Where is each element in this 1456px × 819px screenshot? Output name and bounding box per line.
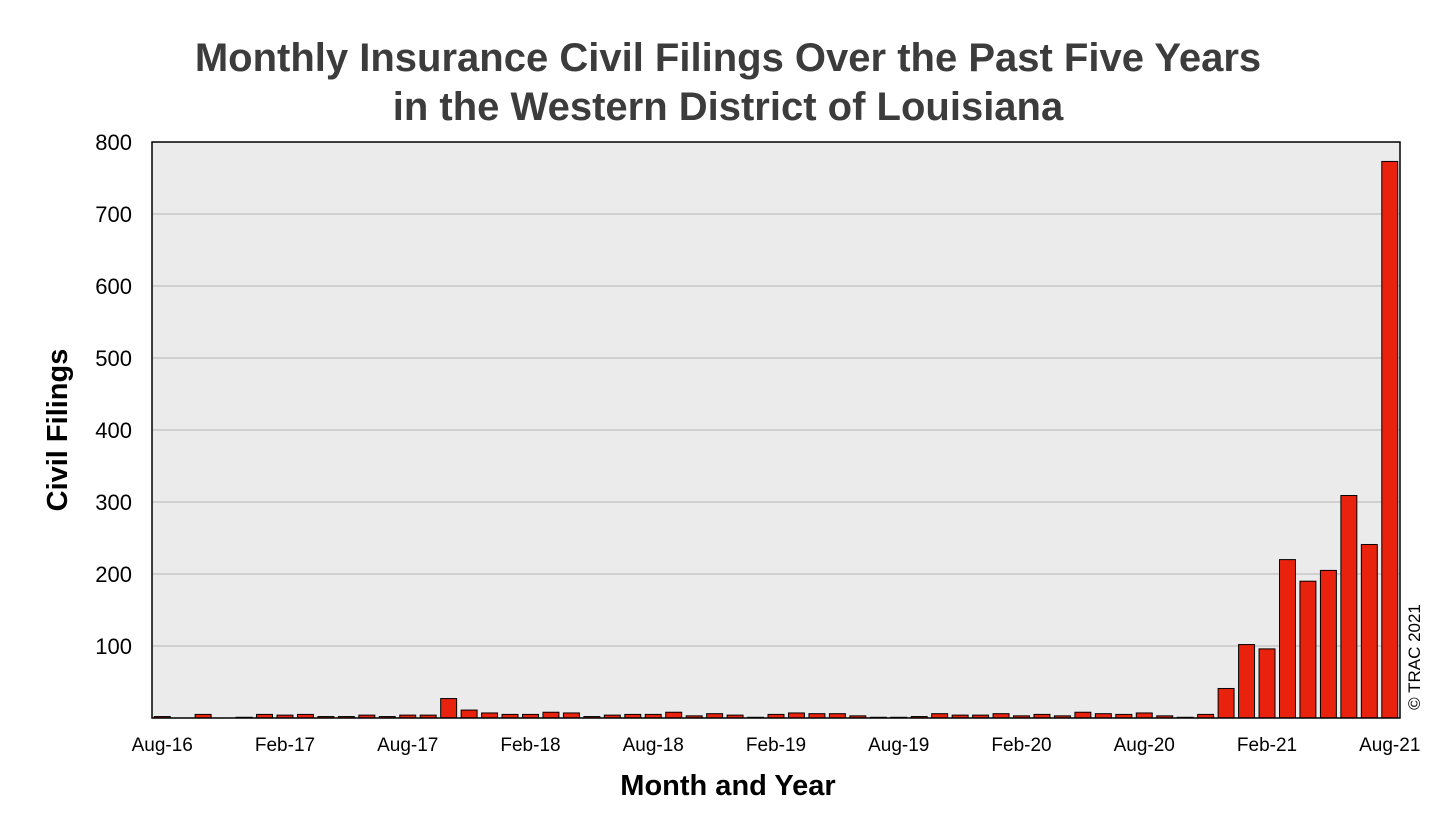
bar-Mar-18 bbox=[542, 711, 560, 719]
x-axis-title: Month and Year bbox=[620, 770, 835, 802]
bar-May-20 bbox=[1074, 711, 1092, 719]
x-axis-ticks: Aug-16 Feb-17 Aug-17 Feb-18 Aug-18 Feb-19 Aug-… bbox=[132, 735, 1421, 756]
bar-Oct-17 bbox=[440, 698, 458, 719]
bar-Jun-21 bbox=[1340, 495, 1358, 719]
bar-Aug-20 bbox=[1135, 712, 1153, 719]
bar-Mar-21 bbox=[1278, 559, 1296, 719]
y-tick-label: 400 bbox=[95, 418, 132, 443]
bar-Aug-21 bbox=[1381, 160, 1399, 719]
x-tick-label: Aug-19 bbox=[868, 735, 929, 756]
chart-title: Monthly Insurance Civil Filings Over the… bbox=[0, 34, 1456, 132]
x-tick-label: Aug-20 bbox=[1114, 735, 1175, 756]
y-tick-label: 800 bbox=[95, 130, 132, 155]
x-tick-label: Feb-18 bbox=[500, 735, 560, 756]
bar-Jan-21 bbox=[1238, 644, 1256, 719]
x-tick-label: Feb-20 bbox=[991, 735, 1051, 756]
bar-Feb-21 bbox=[1258, 648, 1276, 719]
chart-title-line-1: Monthly Insurance Civil Filings Over the… bbox=[194, 36, 1262, 80]
bar-Apr-18 bbox=[562, 712, 580, 719]
bar-Apr-21 bbox=[1299, 580, 1317, 719]
y-axis-title: Civil Filings bbox=[42, 349, 74, 512]
x-tick-label: Feb-17 bbox=[255, 735, 315, 756]
x-tick-label: Aug-21 bbox=[1359, 735, 1420, 756]
y-axis-ticks: 100 200 300 400 500 600 700 800 bbox=[95, 130, 132, 659]
y-tick-label: 600 bbox=[95, 274, 132, 299]
bar-Sep-18 bbox=[665, 711, 683, 719]
bar-May-21 bbox=[1319, 569, 1337, 719]
bar-Dec-17 bbox=[481, 712, 499, 719]
copyright-credit: © TRAC 2021 bbox=[1405, 604, 1424, 710]
bar-Dec-20 bbox=[1217, 687, 1235, 719]
x-tick-label: Aug-18 bbox=[623, 735, 684, 756]
y-tick-label: 300 bbox=[95, 490, 132, 515]
chart-title-line-2: in the Western District of Louisiana bbox=[392, 85, 1064, 129]
x-tick-label: Feb-19 bbox=[746, 735, 806, 756]
y-tick-label: 100 bbox=[95, 634, 132, 659]
bar-Mar-19 bbox=[787, 712, 805, 719]
bar-Jul-21 bbox=[1360, 543, 1378, 719]
bar-Nov-17 bbox=[460, 709, 478, 719]
x-tick-label: Aug-16 bbox=[132, 735, 193, 756]
x-tick-label: Feb-21 bbox=[1237, 735, 1297, 756]
plot-border bbox=[151, 141, 1401, 719]
y-tick-label: 700 bbox=[95, 202, 132, 227]
y-tick-label: 500 bbox=[95, 346, 132, 371]
y-tick-label: 200 bbox=[95, 562, 132, 587]
x-tick-label: Aug-17 bbox=[377, 735, 438, 756]
